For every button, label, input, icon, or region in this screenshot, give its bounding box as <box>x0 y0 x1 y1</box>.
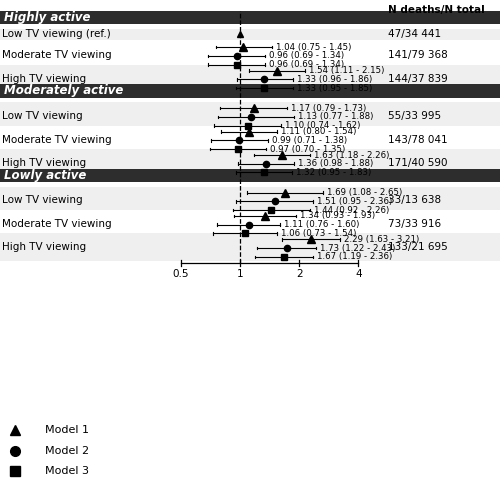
Text: Highly active: Highly active <box>4 11 90 24</box>
Text: 1.10 (0.74 - 1.62): 1.10 (0.74 - 1.62) <box>286 121 360 130</box>
Text: 141/79 368: 141/79 368 <box>388 50 448 60</box>
Text: Moderate TV viewing: Moderate TV viewing <box>2 219 112 229</box>
Text: Low TV viewing: Low TV viewing <box>2 111 83 121</box>
Text: Moderate TV viewing: Moderate TV viewing <box>2 134 112 144</box>
Text: 1.06 (0.73 - 1.54): 1.06 (0.73 - 1.54) <box>281 229 356 238</box>
Text: 1.04 (0.75 - 1.45): 1.04 (0.75 - 1.45) <box>276 43 351 52</box>
Text: 2.29 (1.63 - 3.21): 2.29 (1.63 - 3.21) <box>344 235 419 244</box>
Bar <box>0 233 500 261</box>
Text: 144/37 839: 144/37 839 <box>388 73 448 84</box>
Text: 0.97 (0.70 - 1.35): 0.97 (0.70 - 1.35) <box>270 144 345 154</box>
Text: Moderate TV viewing: Moderate TV viewing <box>2 50 112 60</box>
Text: 143/78 041: 143/78 041 <box>388 134 447 144</box>
Bar <box>0 85 500 98</box>
Text: 1.33 (0.96 - 1.86): 1.33 (0.96 - 1.86) <box>297 75 372 84</box>
Bar <box>0 28 500 41</box>
Text: 1.44 (0.92 - 2.26): 1.44 (0.92 - 2.26) <box>314 205 389 214</box>
Text: 1.33 (0.95 - 1.85): 1.33 (0.95 - 1.85) <box>296 84 372 93</box>
Text: 1.13 (0.77 - 1.88): 1.13 (0.77 - 1.88) <box>298 113 374 121</box>
Text: 1.67 (1.19 - 2.36): 1.67 (1.19 - 2.36) <box>318 253 392 261</box>
Text: 55/33 995: 55/33 995 <box>388 111 440 121</box>
Text: 0.96 (0.69 - 1.34): 0.96 (0.69 - 1.34) <box>269 51 344 60</box>
Text: 1.69 (1.08 - 2.65): 1.69 (1.08 - 2.65) <box>328 188 402 197</box>
Text: Model 2: Model 2 <box>45 445 89 455</box>
Bar <box>0 149 500 177</box>
Text: 2: 2 <box>296 270 302 280</box>
Bar <box>0 126 500 154</box>
Bar <box>0 186 500 214</box>
Text: 1: 1 <box>237 270 244 280</box>
Text: 1.51 (0.95 - 2.36): 1.51 (0.95 - 2.36) <box>318 197 392 206</box>
Text: 4: 4 <box>355 270 362 280</box>
Text: Low TV viewing: Low TV viewing <box>2 196 83 205</box>
Text: Low TV viewing (ref.): Low TV viewing (ref.) <box>2 29 111 40</box>
Text: N deaths/N total: N deaths/N total <box>388 5 484 15</box>
Text: High TV viewing: High TV viewing <box>2 73 86 84</box>
Text: Model 1: Model 1 <box>45 425 89 435</box>
Bar <box>0 210 500 238</box>
Text: 1.17 (0.79 - 1.73): 1.17 (0.79 - 1.73) <box>291 104 366 113</box>
Text: 1.73 (1.22 - 2.43): 1.73 (1.22 - 2.43) <box>320 243 396 253</box>
Text: 1.11 (0.76 - 1.60): 1.11 (0.76 - 1.60) <box>284 220 360 229</box>
Text: 1.11 (0.80 - 1.54): 1.11 (0.80 - 1.54) <box>281 127 356 136</box>
Text: 1.54 (1.11 - 2.15): 1.54 (1.11 - 2.15) <box>310 66 385 75</box>
Text: 133/21 695: 133/21 695 <box>388 242 448 252</box>
Text: 73/33 916: 73/33 916 <box>388 219 440 229</box>
Text: High TV viewing: High TV viewing <box>2 158 86 168</box>
Bar <box>0 41 500 69</box>
Bar <box>0 65 500 92</box>
Text: 1.32 (0.95 - 1.83): 1.32 (0.95 - 1.83) <box>296 168 371 177</box>
Text: 0.5: 0.5 <box>172 270 189 280</box>
Text: Lowly active: Lowly active <box>4 169 86 182</box>
Text: 1.36 (0.98 - 1.88): 1.36 (0.98 - 1.88) <box>298 159 373 168</box>
Text: 0.99 (0.71 - 1.38): 0.99 (0.71 - 1.38) <box>272 136 346 145</box>
Text: 1.63 (1.18 - 2.26): 1.63 (1.18 - 2.26) <box>314 151 389 159</box>
Text: 47/34 441: 47/34 441 <box>388 29 440 40</box>
Text: Model 3: Model 3 <box>45 466 89 476</box>
Text: Moderately active: Moderately active <box>4 85 123 98</box>
Text: 33/13 638: 33/13 638 <box>388 196 440 205</box>
Text: 0.96 (0.69 - 1.34): 0.96 (0.69 - 1.34) <box>269 60 344 69</box>
Bar <box>0 11 500 24</box>
Text: High TV viewing: High TV viewing <box>2 242 86 252</box>
Bar <box>0 102 500 130</box>
Text: 171/40 590: 171/40 590 <box>388 158 447 168</box>
Text: 1.34 (0.93 - 1.93): 1.34 (0.93 - 1.93) <box>300 212 376 221</box>
Bar <box>0 169 500 182</box>
